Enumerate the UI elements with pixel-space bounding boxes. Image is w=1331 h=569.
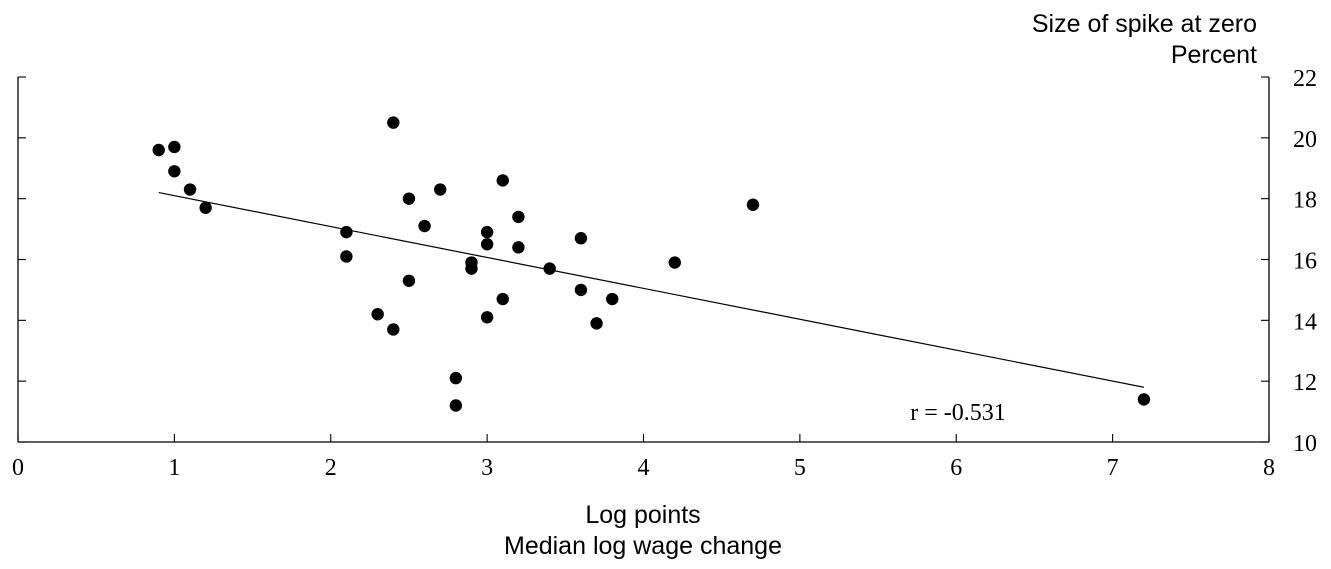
scatter-point xyxy=(480,311,494,324)
x-tick-label: 0 xyxy=(12,455,24,481)
scatter-point xyxy=(434,183,447,196)
x-axis-title: Median log wage change xyxy=(504,532,782,560)
trend-line xyxy=(158,191,1145,388)
scatter-point xyxy=(152,143,165,157)
scatter-point xyxy=(465,262,478,275)
x-tick-label: 3 xyxy=(481,455,493,481)
x-axis-unit: Log points xyxy=(585,501,700,529)
axes xyxy=(17,77,1270,443)
scatter-point xyxy=(402,192,416,205)
y-axis-unit: Percent xyxy=(1171,41,1257,69)
scatter-point xyxy=(512,241,525,254)
y-tick-label: 20 xyxy=(1293,127,1317,153)
scatter-point xyxy=(668,256,681,269)
scatter-point xyxy=(496,174,509,187)
scatter-point xyxy=(168,165,181,178)
scatter-point xyxy=(387,116,400,129)
x-tick-label: 4 xyxy=(638,455,650,481)
scatter-point xyxy=(340,225,353,239)
scatter-point xyxy=(449,371,463,385)
scatter-point xyxy=(1137,393,1151,406)
x-tick-label: 2 xyxy=(325,455,337,481)
x-tick-label: 6 xyxy=(950,455,962,481)
scatter-point xyxy=(168,140,181,154)
x-tick-label: 1 xyxy=(168,455,180,481)
scatter-point xyxy=(574,283,588,297)
scatter-point xyxy=(543,262,556,275)
scatter-point xyxy=(480,238,494,251)
y-tick-label: 14 xyxy=(1293,309,1317,335)
correlation-annotation: r = -0.531 xyxy=(910,400,1006,426)
x-tick-label: 5 xyxy=(794,455,806,481)
y-axis-title: Size of spike at zero xyxy=(1032,10,1257,38)
scatter-point xyxy=(449,399,463,412)
trend-line-group xyxy=(158,191,1145,388)
scatter-point xyxy=(340,250,353,263)
scatter-point xyxy=(512,210,525,224)
scatter-point xyxy=(574,232,588,245)
y-tick-label: 22 xyxy=(1293,66,1317,92)
x-tick-label: 7 xyxy=(1107,455,1119,481)
scatter-point xyxy=(590,317,603,330)
scatter-point xyxy=(199,201,212,214)
scatter-point xyxy=(371,308,384,321)
scatter-point xyxy=(418,219,431,233)
tick-marks xyxy=(17,76,1270,443)
y-tick-label: 10 xyxy=(1293,431,1317,457)
scatter-point xyxy=(606,292,619,306)
y-tick-label: 12 xyxy=(1293,370,1317,396)
scatter-point xyxy=(746,198,760,211)
scatter-point xyxy=(496,292,509,306)
y-tick-label: 18 xyxy=(1293,188,1317,214)
x-tick-label: 8 xyxy=(1263,455,1275,481)
scatter-point xyxy=(402,274,416,287)
scatter-point xyxy=(183,183,197,196)
data-points xyxy=(152,116,1151,412)
y-tick-label: 16 xyxy=(1293,249,1317,275)
scatter-point xyxy=(387,323,400,336)
scatter-point xyxy=(480,225,494,239)
